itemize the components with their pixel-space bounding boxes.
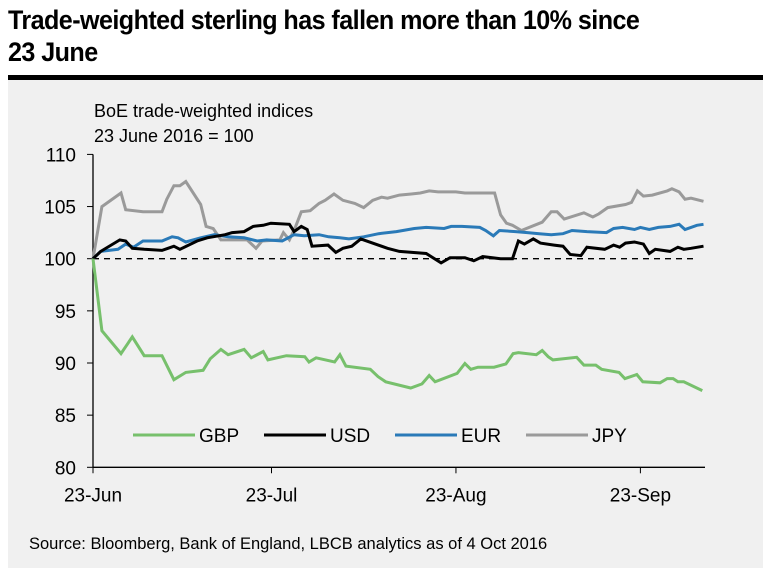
- y-tick-label: 90: [55, 354, 76, 375]
- chart-title: Trade-weighted sterling has fallen more …: [8, 4, 763, 68]
- x-tick-label: 23-Sep: [610, 485, 671, 506]
- legend: GBP USD EUR JPY: [133, 426, 627, 447]
- legend-label-gbp: GBP: [199, 426, 239, 447]
- chart-title-line-1: Trade-weighted sterling has fallen more …: [8, 5, 640, 35]
- series-line-usd: [91, 221, 704, 265]
- x-tick-label: 23-Jul: [246, 485, 298, 506]
- chart-panel: [8, 80, 763, 568]
- y-tick-label: 80: [55, 458, 76, 479]
- chart-subtitle-title: BoE trade-weighted indices: [94, 101, 313, 121]
- x-tick-label: 23-Aug: [425, 485, 486, 506]
- legend-label-eur: EUR: [461, 426, 501, 447]
- y-tick-label: 110: [46, 145, 76, 166]
- x-tick-label: 23-Jun: [64, 485, 122, 506]
- chart-title-line-2: 23 June: [8, 37, 98, 67]
- y-tick-label: 100: [44, 250, 76, 271]
- series-line-jpy: [91, 179, 704, 259]
- y-tick-label: 95: [55, 302, 76, 323]
- y-tick-label: 85: [55, 406, 76, 427]
- series-line-gbp: [91, 258, 703, 392]
- title-rule: [8, 75, 763, 80]
- axes: 80 85 90 95 100 105 110 23-Jun 23-Jul 23-Aug 23-Se…: [44, 145, 705, 506]
- y-tick-label: 105: [44, 198, 76, 219]
- source-note: Source: Bloomberg, Bank of England, LBCB…: [29, 535, 547, 553]
- series-line-eur: [91, 222, 704, 260]
- legend-label-jpy: JPY: [592, 426, 627, 447]
- chart-subtitle-base: 23 June 2016 = 100: [94, 126, 254, 146]
- legend-label-usd: USD: [330, 426, 370, 447]
- series-group: [91, 179, 704, 392]
